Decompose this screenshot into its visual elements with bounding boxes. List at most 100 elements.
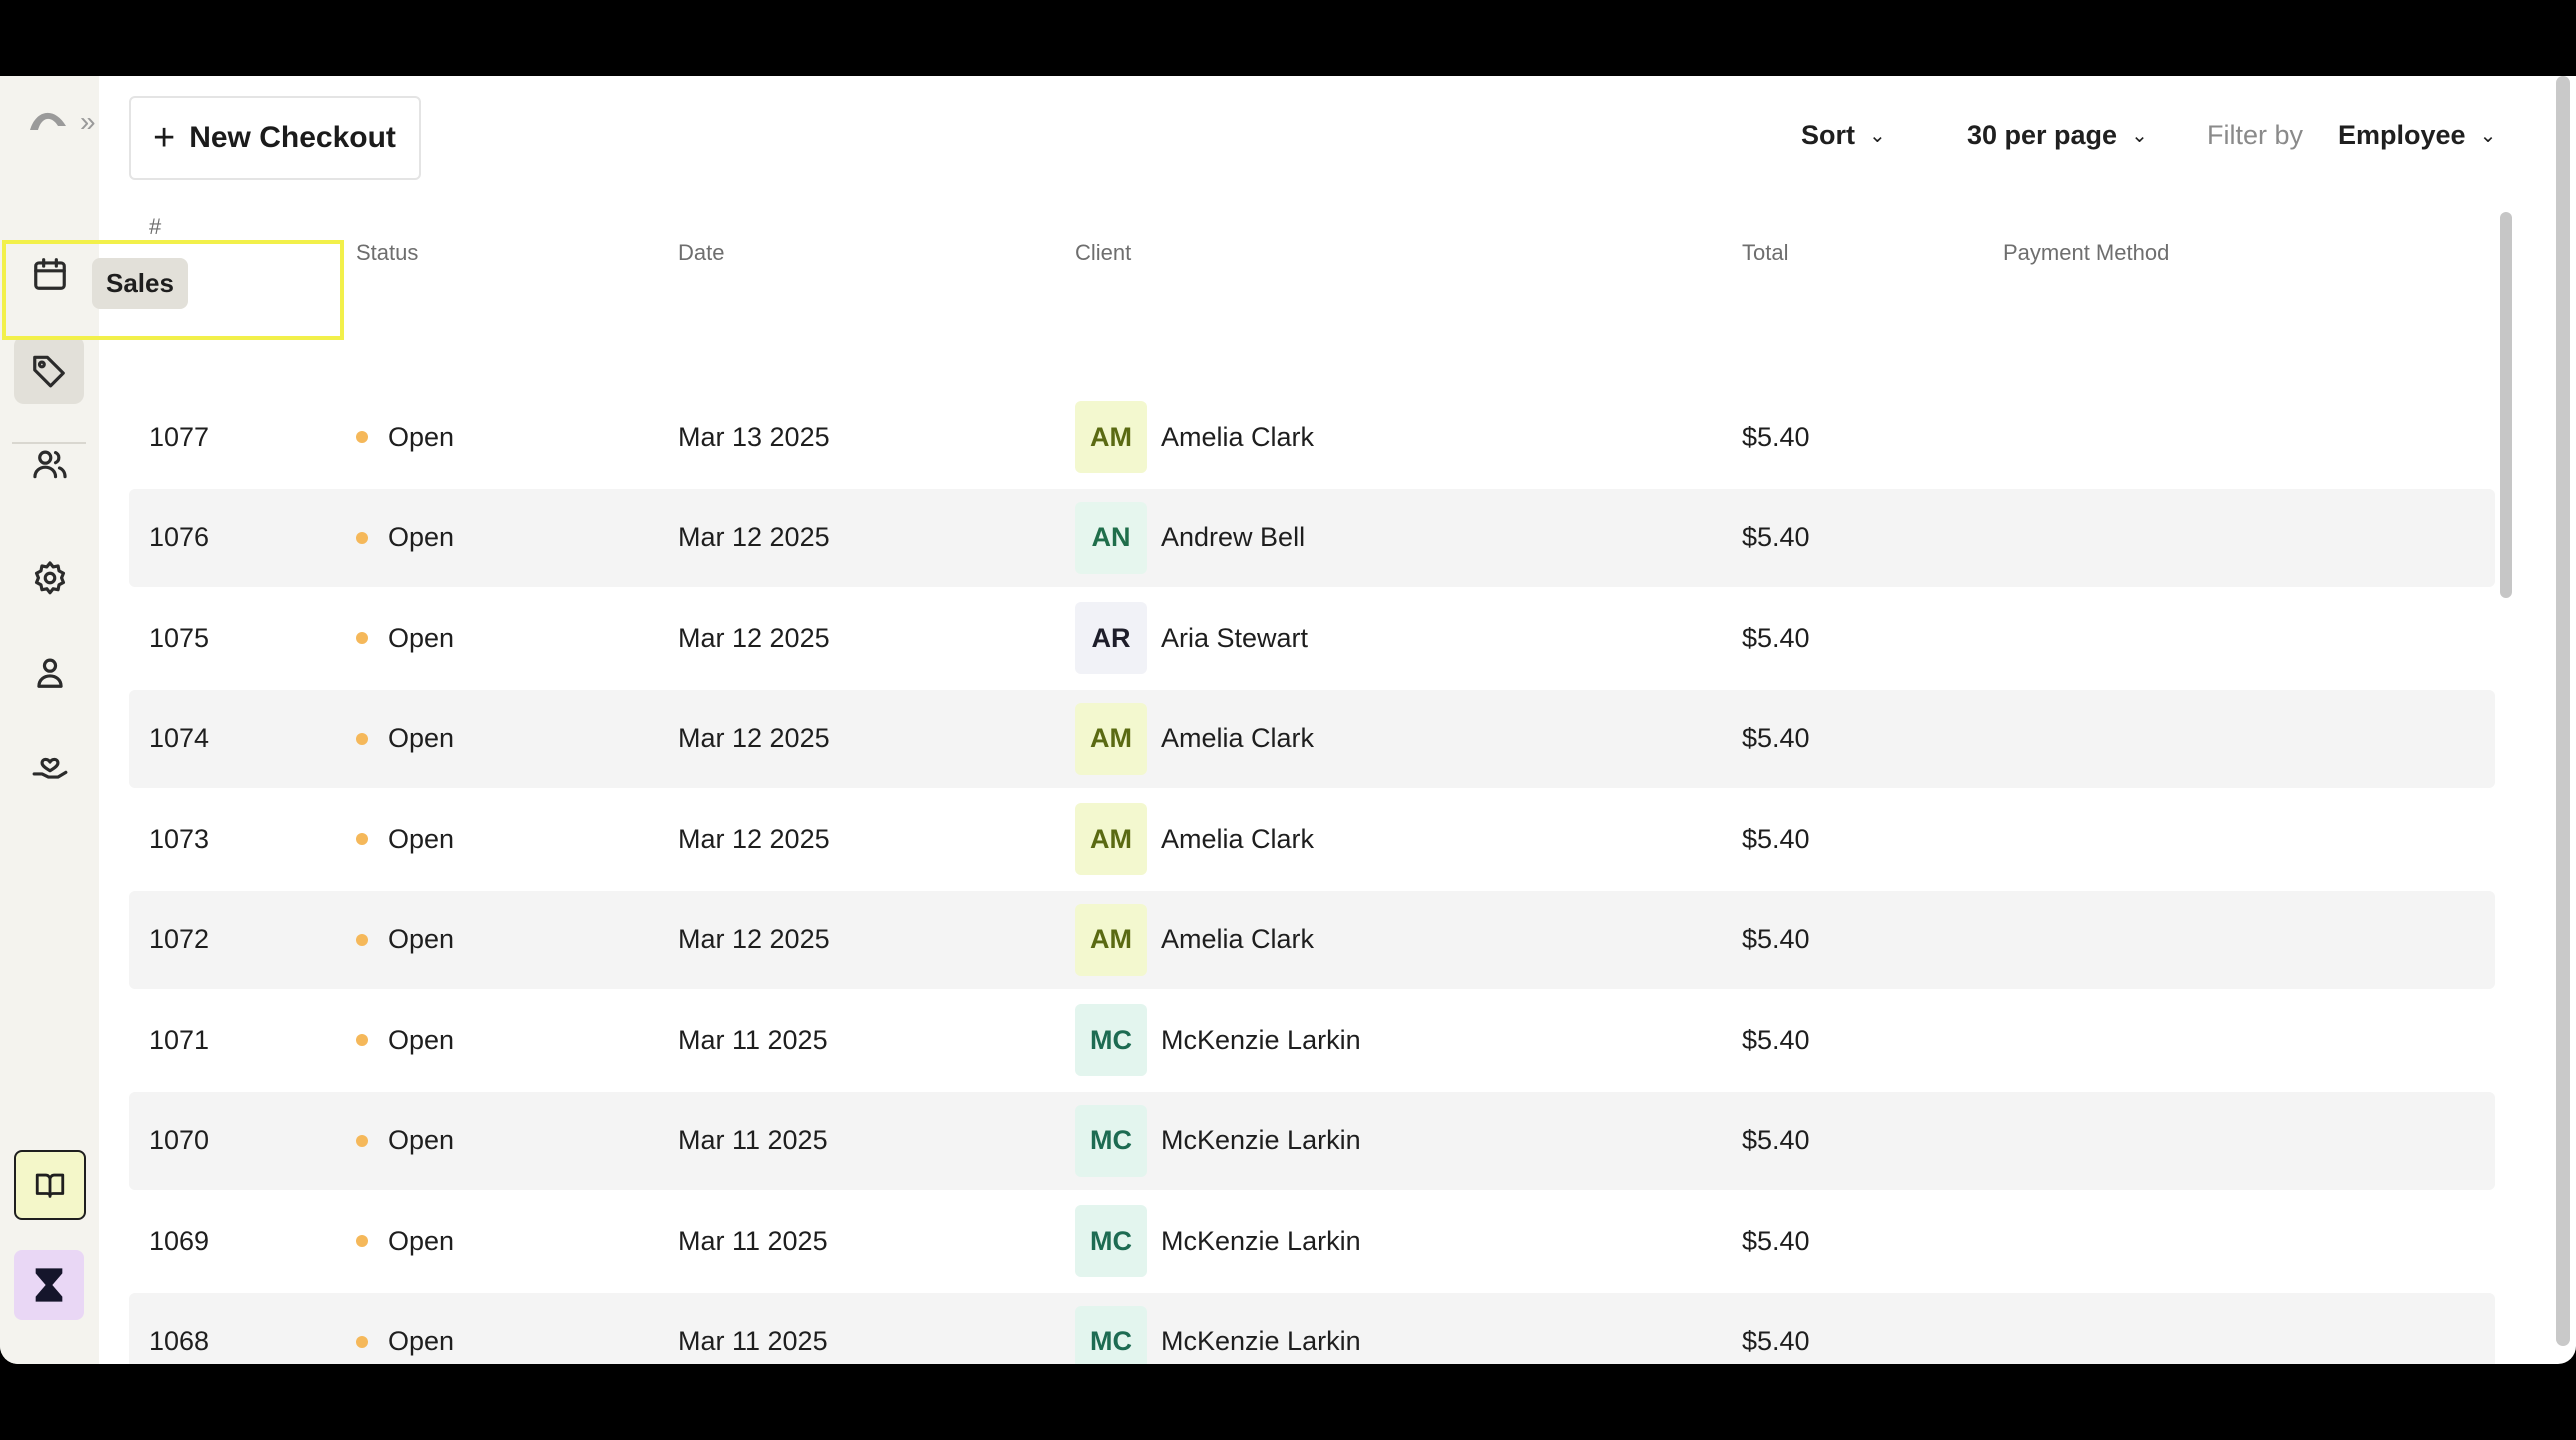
client-name[interactable]: Amelia Clark: [1161, 723, 1315, 753]
row-total: $5.40: [1742, 489, 1810, 587]
per-page-label: 30 per page: [1967, 120, 2118, 150]
row-date: Mar 11 2025: [678, 1192, 828, 1290]
logo-icon[interactable]: [28, 104, 68, 139]
person-icon[interactable]: [24, 646, 76, 698]
row-number-text: 1075: [149, 622, 210, 653]
book-button[interactable]: [14, 1150, 86, 1220]
client-name[interactable]: McKenzie Larkin: [1161, 1326, 1361, 1356]
row-number-text: 1068: [149, 1326, 210, 1356]
row-status-text: Open: [388, 924, 455, 954]
row-number: 1071: [149, 991, 209, 1089]
client-name[interactable]: Amelia Clark: [1161, 924, 1315, 954]
row-total: $5.40: [1742, 790, 1810, 888]
header-date[interactable]: Date: [678, 240, 725, 265]
row-number-text: 1070: [149, 1125, 210, 1155]
row-status-text: Open: [388, 1024, 455, 1055]
row-status: Open: [356, 690, 454, 788]
expand-sidebar-icon[interactable]: »: [80, 106, 96, 137]
sales-tooltip: Sales: [92, 258, 188, 309]
client-avatar: MC: [1075, 1004, 1147, 1076]
employee-filter-value: Employee: [2338, 120, 2466, 150]
header-client[interactable]: Client: [1075, 240, 1132, 265]
status-dot-icon: [356, 1235, 368, 1247]
row-date-text: Mar 11 2025: [678, 1125, 828, 1155]
sort-label: Sort: [1801, 120, 1855, 150]
status-dot-icon: [356, 933, 368, 946]
header-payment-method[interactable]: Payment Method: [2003, 240, 2170, 265]
row-number: 1073: [149, 790, 209, 888]
row-status: Open: [356, 1293, 454, 1365]
table-row[interactable]: 1072 Open Mar 12 2025 AM Amelia Clark $5.40: [129, 890, 2495, 989]
tag-icon: [33, 355, 65, 388]
row-status-text: Open: [388, 622, 455, 653]
hand-heart-icon[interactable]: [24, 740, 76, 792]
book-icon: [35, 1173, 65, 1198]
table-row[interactable]: 1074 Open Mar 12 2025 AM Amelia Clark $5.40: [129, 689, 2495, 788]
row-date: Mar 12 2025: [678, 891, 830, 989]
row-client: MC McKenzie Larkin: [1075, 1293, 1361, 1364]
new-checkout-button[interactable]: + New Checkout: [129, 96, 421, 180]
header-status[interactable]: Status: [356, 240, 419, 265]
table-row[interactable]: 1073 Open Mar 12 2025 AM Amelia Clark $5.40: [129, 790, 2495, 888]
table-row[interactable]: 1075 Open Mar 12 2025 AR Aria Stewart $5.40: [129, 589, 2495, 687]
row-total-text: $5.40: [1742, 1225, 1810, 1256]
row-total-text: $5.40: [1742, 1326, 1810, 1356]
client-name[interactable]: McKenzie Larkin: [1161, 1024, 1361, 1055]
client-avatar: MC: [1075, 1205, 1147, 1277]
brand-button[interactable]: [14, 1250, 84, 1320]
focus-highlight: [2, 240, 344, 340]
table-scrollbar[interactable]: [2500, 212, 2512, 598]
calendar-icon[interactable]: [24, 248, 76, 300]
row-number: 1074: [149, 690, 209, 788]
row-status-text: Open: [388, 1326, 455, 1356]
plus-icon: +: [153, 117, 176, 159]
client-name[interactable]: Amelia Clark: [1161, 823, 1315, 854]
status-dot-icon: [356, 531, 368, 544]
row-number-text: 1074: [149, 723, 210, 753]
client-name[interactable]: Aria Stewart: [1161, 622, 1309, 653]
table-row[interactable]: 1069 Open Mar 11 2025 MC McKenzie Larkin $5.4…: [129, 1192, 2495, 1290]
row-date-text: Mar 11 2025: [678, 1326, 828, 1356]
row-total-text: $5.40: [1742, 723, 1810, 753]
table-row[interactable]: 1068 Open Mar 11 2025 MC McKenzie Larkin $5.4…: [129, 1292, 2495, 1365]
client-name[interactable]: Amelia Clark: [1161, 421, 1315, 452]
row-total: $5.40: [1742, 690, 1810, 788]
client-name[interactable]: McKenzie Larkin: [1161, 1225, 1361, 1256]
row-number-text: 1073: [149, 823, 210, 854]
app-window: » Sales + New Checkout: [0, 76, 2576, 1364]
page-scrollbar[interactable]: [2556, 76, 2570, 1346]
sidebar-divider: [12, 442, 86, 444]
employee-filter-dropdown[interactable]: Employee ⌄: [2338, 120, 2496, 151]
header-total[interactable]: Total: [1742, 240, 1789, 265]
table-row[interactable]: 1071 Open Mar 11 2025 MC McKenzie Larkin $5.4…: [129, 991, 2495, 1089]
status-dot-icon: [356, 632, 368, 644]
per-page-dropdown[interactable]: 30 per page ⌄: [1967, 120, 2148, 151]
table-row[interactable]: 1070 Open Mar 11 2025 MC McKenzie Larkin $5.4…: [129, 1091, 2495, 1190]
row-status-text: Open: [388, 522, 455, 552]
row-client: AM Amelia Clark: [1075, 388, 1314, 486]
client-name[interactable]: Andrew Bell: [1161, 522, 1306, 552]
row-status: Open: [356, 991, 454, 1089]
row-client: AM Amelia Clark: [1075, 891, 1314, 989]
sales-nav-button[interactable]: [14, 336, 84, 404]
row-date: Mar 13 2025: [678, 388, 830, 486]
row-client: AR Aria Stewart: [1075, 589, 1308, 687]
row-client: MC McKenzie Larkin: [1075, 1192, 1361, 1290]
settings-icon[interactable]: [24, 552, 76, 604]
sort-dropdown[interactable]: Sort ⌄: [1801, 120, 1886, 151]
header-number: #: [149, 214, 162, 239]
table-row[interactable]: 1076 Open Mar 12 2025 AN Andrew Bell $5.40: [129, 488, 2495, 587]
client-avatar: AM: [1075, 702, 1147, 775]
row-number: 1077: [149, 388, 209, 486]
row-date: Mar 12 2025: [678, 589, 830, 687]
client-name[interactable]: McKenzie Larkin: [1161, 1125, 1361, 1155]
users-icon[interactable]: [24, 438, 76, 490]
row-number: 1068: [149, 1293, 209, 1365]
row-client: MC McKenzie Larkin: [1075, 1092, 1361, 1190]
chevron-down-icon: ⌄: [2479, 125, 2497, 147]
row-total-text: $5.40: [1742, 924, 1810, 954]
table-row[interactable]: 1077 Open Mar 13 2025 AM Amelia Clark $5.40: [129, 388, 2495, 486]
row-status-text: Open: [388, 823, 455, 854]
row-status: Open: [356, 891, 454, 989]
row-total: $5.40: [1742, 991, 1810, 1089]
